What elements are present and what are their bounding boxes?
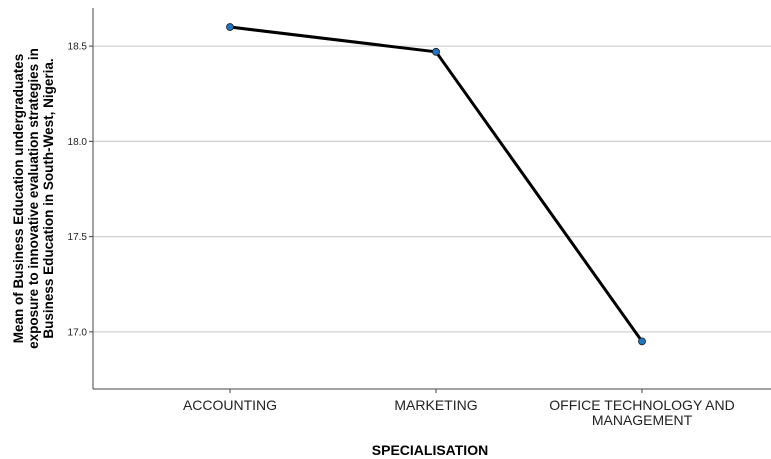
y-axis-title-line: Mean of Business Education undergraduate… xyxy=(11,54,26,344)
data-point xyxy=(432,47,440,56)
x-axis-title: SPECIALISATION xyxy=(372,442,488,458)
y-tick-label: 18.0 xyxy=(68,137,88,148)
x-category-label: ACCOUNTING xyxy=(183,397,277,413)
series-mean xyxy=(226,23,646,346)
x-category-labels: ACCOUNTING MARKETING OFFICE TECHNOLOGY AND… xyxy=(183,389,735,428)
x-category-label-line: ACCOUNTING xyxy=(183,397,277,413)
y-tick-labels: 17.0 17.5 18.0 18.5 xyxy=(68,42,93,338)
x-category-label-line: OFFICE TECHNOLOGY AND xyxy=(549,397,734,413)
y-axis-title-line: Business Education in South-West, Nigeri… xyxy=(41,58,56,338)
y-axis-title-line: exposure to innovative evaluation strate… xyxy=(26,48,41,349)
y-axis-title: Mean of Business Education undergraduate… xyxy=(11,48,56,349)
series-line xyxy=(229,25,644,343)
x-category-label-line: MARKETING xyxy=(394,397,477,413)
y-tick-label: 17.0 xyxy=(68,327,88,338)
data-point xyxy=(638,337,646,346)
x-category-label-line: MANAGEMENT xyxy=(592,412,693,428)
gridlines xyxy=(93,45,771,333)
y-tick-label: 17.5 xyxy=(68,232,88,243)
x-category-label: MARKETING xyxy=(394,397,477,413)
x-category-label: OFFICE TECHNOLOGY AND MANAGEMENT xyxy=(549,397,734,428)
data-point xyxy=(226,23,234,31)
y-tick-label: 18.5 xyxy=(68,42,88,53)
